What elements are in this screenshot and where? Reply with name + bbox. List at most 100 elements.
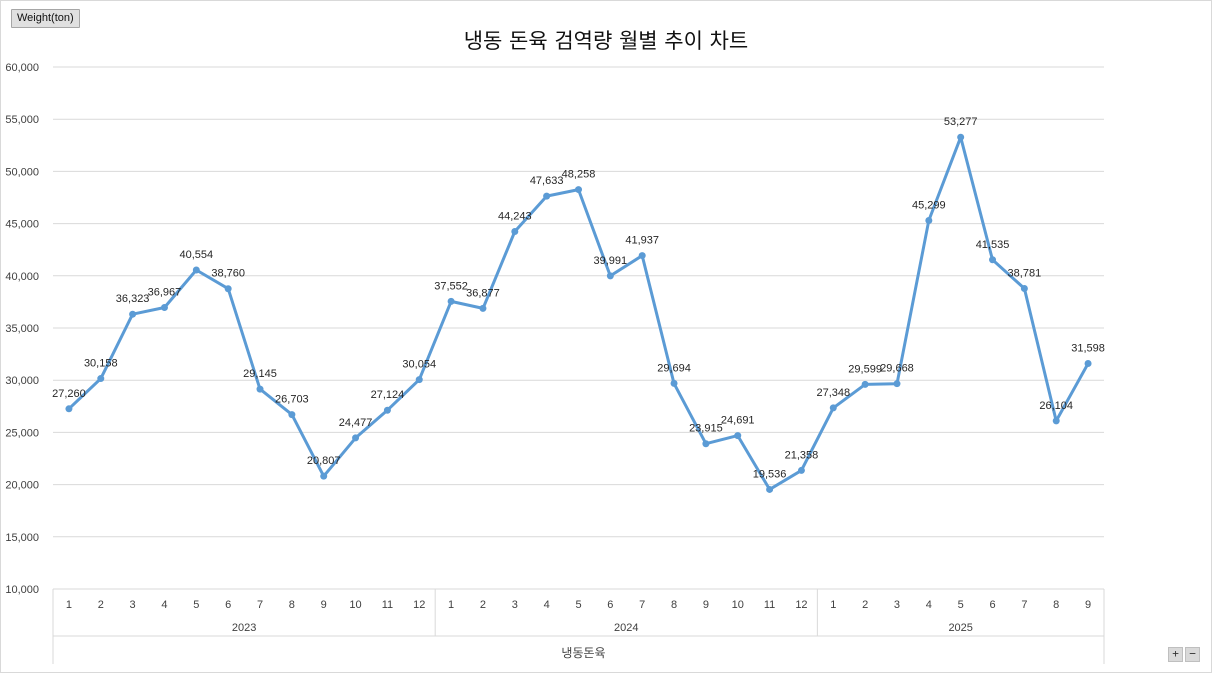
data-point [415, 376, 423, 384]
x-tick-label: 5 [193, 599, 199, 611]
x-tick-label: 6 [989, 599, 995, 611]
data-point [129, 310, 137, 318]
data-point [797, 466, 805, 474]
x-tick-label: 9 [703, 599, 709, 611]
x-tick-label: 6 [225, 599, 231, 611]
data-point [575, 186, 582, 194]
y-tick-label: 40,000 [5, 271, 39, 283]
y-tick-label: 15,000 [5, 532, 39, 544]
x-tick-label: 8 [671, 599, 677, 611]
y-tick-label: 60,000 [5, 62, 39, 74]
data-label: 53,277 [944, 116, 978, 128]
y-tick-label: 35,000 [5, 323, 39, 335]
data-label: 31,598 [1071, 343, 1105, 355]
data-label: 48,258 [562, 169, 596, 181]
x-tick-label: 4 [926, 599, 932, 611]
x-tick-label: 10 [732, 599, 744, 611]
x-tick-label: 7 [257, 599, 263, 611]
data-label: 41,937 [625, 235, 659, 247]
y-tick-label: 55,000 [5, 114, 39, 126]
data-label: 29,694 [657, 362, 691, 374]
x-tick-label: 11 [382, 599, 393, 611]
y-tick-label: 50,000 [5, 166, 39, 178]
data-label: 27,124 [371, 389, 405, 401]
data-label: 36,323 [116, 293, 150, 305]
data-point [861, 380, 869, 388]
y-tick-label: 20,000 [5, 480, 39, 492]
data-label: 27,260 [52, 388, 86, 400]
data-point [638, 252, 646, 260]
data-point [893, 380, 901, 388]
data-point [1084, 360, 1092, 368]
data-point [160, 303, 168, 311]
data-label: 38,781 [1008, 268, 1042, 280]
y-tick-label: 45,000 [5, 219, 39, 231]
data-label: 27,348 [816, 387, 850, 399]
data-point [702, 440, 710, 448]
x-tick-label: 1 [830, 599, 836, 611]
data-label: 29,145 [243, 368, 277, 380]
x-tick-label: 7 [639, 599, 645, 611]
data-label: 45,299 [912, 199, 946, 211]
zoom-out-button[interactable]: − [1185, 647, 1200, 662]
x-tick-label: 2 [98, 599, 104, 611]
zoom-in-button[interactable]: + [1168, 647, 1183, 662]
x-tick-label: 5 [958, 599, 964, 611]
data-point [320, 472, 328, 480]
x-tick-label: 4 [544, 599, 550, 611]
data-label: 30,158 [84, 358, 118, 370]
data-label: 26,104 [1039, 400, 1073, 412]
data-label: 38,760 [211, 268, 245, 280]
x-tick-label: 5 [575, 599, 581, 611]
x-tick-label: 3 [130, 599, 136, 611]
data-point [670, 379, 678, 387]
data-point [192, 266, 200, 274]
data-label: 37,552 [434, 280, 468, 292]
unit-label-button[interactable]: Weight(ton) [11, 9, 80, 28]
x-tick-label: 3 [894, 599, 900, 611]
data-label: 36,877 [466, 287, 500, 299]
x-tick-label: 2 [862, 599, 868, 611]
data-label: 36,967 [148, 286, 182, 298]
x-tick-label: 8 [1053, 599, 1059, 611]
data-label: 24,477 [339, 417, 373, 429]
x-tick-label: 9 [321, 599, 327, 611]
year-group-label: 2024 [614, 622, 638, 634]
data-point [1052, 417, 1060, 425]
data-point [511, 228, 519, 236]
data-point [606, 272, 614, 280]
year-group-label: 2025 [948, 622, 972, 634]
data-point [256, 385, 264, 393]
data-point [65, 405, 73, 413]
x-tick-label: 1 [66, 599, 72, 611]
x-tick-label: 9 [1085, 599, 1091, 611]
data-label: 47,633 [530, 175, 564, 187]
x-tick-label: 6 [607, 599, 613, 611]
y-tick-label: 25,000 [5, 427, 39, 439]
data-label: 39,991 [594, 255, 628, 267]
data-point [288, 411, 296, 419]
y-tick-label: 30,000 [5, 375, 39, 387]
x-tick-label: 1 [448, 599, 454, 611]
x-series-label: 냉동돈육 [561, 646, 605, 660]
x-tick-label: 11 [764, 599, 775, 611]
data-label: 40,554 [179, 249, 213, 261]
data-point [447, 297, 455, 305]
data-point [97, 375, 105, 383]
x-tick-label: 8 [289, 599, 295, 611]
data-point [989, 256, 997, 264]
data-point [543, 192, 551, 200]
data-point [1020, 285, 1028, 293]
x-tick-label: 3 [512, 599, 518, 611]
x-tick-label: 12 [413, 599, 425, 611]
data-label: 26,703 [275, 394, 309, 406]
data-label: 20,807 [307, 455, 341, 467]
data-label: 21,358 [785, 449, 819, 461]
chart-title: 냉동 돈육 검역량 월별 추이 차트 [463, 29, 749, 53]
data-label: 29,668 [880, 363, 914, 375]
year-group-label: 2023 [232, 622, 256, 634]
x-tick-label: 12 [795, 599, 807, 611]
data-label: 19,536 [753, 468, 787, 480]
